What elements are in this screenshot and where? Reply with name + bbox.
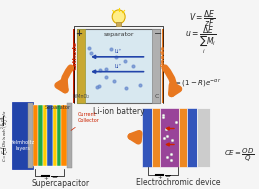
- Bar: [12, 102, 33, 169]
- Bar: [28, 103, 33, 168]
- Text: Li-ion battery: Li-ion battery: [93, 107, 145, 116]
- Text: Separator: Separator: [45, 105, 71, 110]
- Text: Helmholtz
layers: Helmholtz layers: [10, 140, 35, 151]
- Text: $u=\dfrac{\Delta E}{\sum_i M_i}$: $u=\dfrac{\Delta E}{\sum_i M_i}$: [185, 25, 217, 56]
- Text: +: +: [157, 175, 162, 180]
- Bar: [179, 108, 187, 167]
- Text: Cathode: Cathode: [73, 41, 78, 70]
- Bar: [152, 29, 160, 103]
- Bar: [47, 105, 53, 166]
- Text: $CE=\dfrac{OD}{Q}$: $CE=\dfrac{OD}{Q}$: [224, 147, 255, 164]
- FancyArrowPatch shape: [131, 133, 139, 141]
- Bar: [33, 105, 38, 166]
- Bar: [152, 108, 160, 167]
- Text: LiMnO₂: LiMnO₂: [72, 94, 89, 99]
- Text: Supercapacitor: Supercapacitor: [31, 179, 90, 188]
- Circle shape: [112, 10, 125, 24]
- FancyArrowPatch shape: [165, 68, 179, 94]
- Text: Anode: Anode: [161, 45, 167, 67]
- Bar: [187, 108, 197, 167]
- Text: Li⁺: Li⁺: [115, 64, 122, 69]
- Text: −: −: [154, 29, 162, 39]
- Text: $T=(1-R)e^{-\alpha r}$: $T=(1-R)e^{-\alpha r}$: [169, 77, 222, 89]
- Text: +: +: [75, 29, 82, 38]
- Bar: [43, 105, 47, 166]
- Text: +: +: [43, 176, 48, 181]
- Bar: [73, 29, 75, 103]
- Text: separator: separator: [103, 32, 134, 37]
- Bar: [61, 105, 67, 166]
- Bar: [116, 22, 121, 26]
- Bar: [53, 105, 57, 166]
- Bar: [142, 108, 152, 167]
- Bar: [67, 103, 71, 168]
- Bar: [77, 29, 160, 103]
- Bar: [197, 108, 210, 167]
- Text: $C=\frac{e^2}{k_BT}\!\int\!D(x)\mathrm{sech}^2\!\left(\!\frac{E\!-\!e\Phi}{2k_BT: $C=\frac{e^2}{k_BT}\!\int\!D(x)\mathrm{s…: [0, 109, 11, 162]
- Text: Electrochromic device: Electrochromic device: [135, 178, 220, 187]
- Bar: [38, 105, 43, 166]
- Text: −: −: [165, 174, 171, 180]
- Bar: [160, 108, 179, 167]
- Bar: [77, 29, 85, 103]
- Text: −: −: [51, 175, 57, 181]
- Text: Current
Collector: Current Collector: [71, 112, 100, 130]
- Text: $V=\dfrac{\Delta E}{zF}$: $V=\dfrac{\Delta E}{zF}$: [189, 9, 215, 29]
- Text: C: C: [154, 94, 159, 99]
- Text: Li⁺: Li⁺: [115, 49, 122, 54]
- FancyArrowPatch shape: [58, 68, 71, 90]
- Bar: [162, 29, 164, 103]
- Bar: [57, 105, 61, 166]
